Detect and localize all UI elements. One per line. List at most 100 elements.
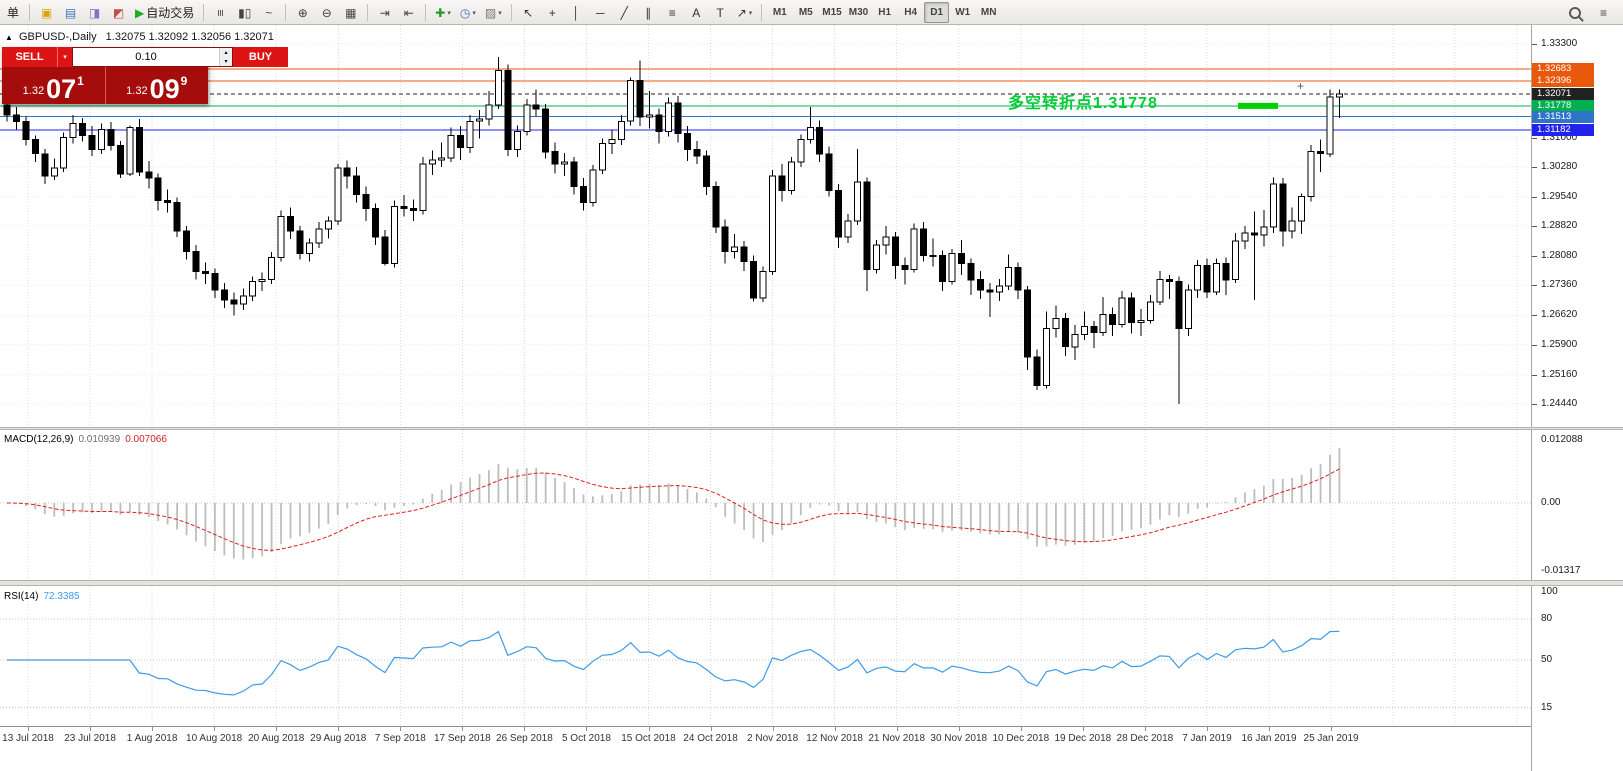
price-tick-label: 1.28080 bbox=[1532, 250, 1623, 262]
pivot-annotation-text[interactable]: 多空转折点1.31778 bbox=[1008, 95, 1158, 112]
channel-icon: ∥ bbox=[645, 5, 652, 20]
market-watch-button[interactable]: ◩ bbox=[107, 2, 130, 23]
fibonacci-icon: ≡ bbox=[668, 5, 676, 20]
new-chart-icon: ▤ bbox=[64, 5, 77, 20]
cursor-button[interactable]: ↖ bbox=[517, 2, 540, 23]
sell-button[interactable]: SELL bbox=[2, 47, 57, 67]
profiles-button[interactable]: ◨ bbox=[83, 2, 106, 23]
timeframe-mn-button[interactable]: MN bbox=[976, 2, 1001, 23]
volume-spinner: ▴ ▾ bbox=[219, 48, 232, 66]
line-chart-button[interactable]: ~ bbox=[257, 2, 280, 23]
candle-body bbox=[79, 122, 87, 137]
main-chart-surface[interactable] bbox=[0, 25, 1531, 427]
volume-decrease-button[interactable]: ▾ bbox=[220, 57, 232, 66]
time-scale[interactable]: 13 Jul 2018 23 Jul 2018 1 Aug 2018 10 Aug 2… bbox=[0, 726, 1531, 753]
auto-scroll-button[interactable]: ⇥ bbox=[373, 2, 396, 23]
label-button[interactable]: T bbox=[709, 2, 732, 23]
crosshair-button[interactable]: + bbox=[541, 2, 564, 23]
candle-body bbox=[778, 175, 786, 191]
fibonacci-button[interactable]: ≡ bbox=[661, 2, 684, 23]
macd-scale-label: -0.01317 bbox=[1541, 565, 1581, 576]
orders-menu-label: 单 bbox=[7, 6, 20, 20]
autotrading-button[interactable]: ▶ 自动交易 bbox=[131, 2, 198, 23]
candle-body bbox=[88, 135, 96, 151]
sell-price-display[interactable]: 1.32 07 1 bbox=[2, 67, 105, 104]
timeframe-d1-button[interactable]: D1 bbox=[924, 2, 950, 23]
horizontal-line-button[interactable]: ─ bbox=[589, 2, 612, 23]
macd-main-value: 0.010939 bbox=[78, 434, 121, 445]
volume-increase-button[interactable]: ▴ bbox=[220, 48, 232, 57]
candle-body bbox=[1298, 195, 1306, 222]
crosshair-marker: + bbox=[1297, 79, 1305, 93]
candle-body bbox=[740, 246, 748, 262]
candle-body bbox=[485, 104, 493, 120]
candle-body bbox=[1194, 265, 1202, 291]
chart-shift-button[interactable]: ⇤ bbox=[397, 2, 420, 23]
candle-body bbox=[173, 202, 181, 232]
candle-body bbox=[1024, 289, 1032, 358]
time-tick bbox=[524, 727, 526, 731]
candle-body bbox=[957, 252, 965, 265]
toolbar-separator bbox=[761, 4, 763, 21]
channel-button[interactable]: ∥ bbox=[637, 2, 660, 23]
candle-body bbox=[768, 175, 776, 273]
timeframe-h1-button[interactable]: H1 bbox=[872, 2, 897, 23]
bar-chart-button[interactable]: ≡ bbox=[209, 2, 232, 23]
timeframe-h4-button[interactable]: H4 bbox=[898, 2, 923, 23]
time-tick bbox=[214, 727, 216, 731]
tile-windows-button[interactable]: ▦ bbox=[339, 2, 362, 23]
macd-signal-value: 0.007066 bbox=[125, 434, 167, 445]
time-tick bbox=[648, 727, 650, 731]
candle-body bbox=[1156, 279, 1164, 303]
buy-price-display[interactable]: 1.32 09 9 bbox=[104, 67, 209, 104]
search-icon bbox=[1568, 6, 1581, 19]
vertical-line-button[interactable]: │ bbox=[565, 2, 588, 23]
time-tick-label: 12 Nov 2018 bbox=[806, 733, 863, 744]
toolbar-left-group: 单 ▣ ▤ ◨ ◩ ▶ 自动交易 ≡ ▮▯ ~ ⊕ ⊖ ▦ ⇥ ⇤ ✚ ▾ ◷ ▾ ▨ ▾ ↖ + │ ─ ╱ ∥ ≡ A T ↗ ▾ M1 M5… bbox=[2, 0, 1001, 25]
candle-body bbox=[891, 236, 899, 267]
macd-panel-surface[interactable] bbox=[0, 430, 1531, 580]
panel-separator-1[interactable] bbox=[0, 427, 1623, 430]
candle-body bbox=[523, 104, 531, 132]
timeframe-m15-button[interactable]: M15 bbox=[819, 2, 844, 23]
time-tick-label: 23 Jul 2018 bbox=[64, 733, 116, 744]
chart-area: ▲ GBPUSD-,Daily 1.32075 1.32092 1.32056 … bbox=[0, 25, 1531, 771]
price-scale[interactable]: 1.33300 1.31000 1.30280 1.29540 1.28820 1.280… bbox=[1531, 25, 1623, 771]
timeframe-m1-button[interactable]: M1 bbox=[767, 2, 792, 23]
candle-body bbox=[1090, 325, 1098, 333]
rsi-line bbox=[7, 630, 1340, 696]
candle-body bbox=[12, 114, 20, 122]
timeframe-m5-button[interactable]: M5 bbox=[793, 2, 818, 23]
candle-body bbox=[220, 289, 228, 301]
panel-separator-2[interactable] bbox=[0, 580, 1623, 586]
candle-body bbox=[570, 161, 578, 187]
price-level-badge: 1.32071 bbox=[1532, 88, 1594, 100]
new-chart-button[interactable]: ▤ bbox=[59, 2, 82, 23]
new-order-button[interactable]: ▣ bbox=[35, 2, 58, 23]
arrows-button[interactable]: ↗ ▾ bbox=[733, 2, 757, 23]
indicators-button[interactable]: ✚ ▾ bbox=[431, 2, 455, 23]
time-tick-label: 7 Sep 2018 bbox=[374, 733, 426, 744]
trendline-icon: ╱ bbox=[620, 5, 628, 20]
search-button[interactable] bbox=[1563, 2, 1586, 23]
trendline-button[interactable]: ╱ bbox=[613, 2, 636, 23]
templates-button[interactable]: ▨ ▾ bbox=[481, 2, 506, 23]
trade-panel-controls: SELL ▾ ▴ ▾ BUY bbox=[2, 47, 288, 67]
toolbars-menu-button[interactable]: ≡ bbox=[1592, 2, 1615, 23]
zoom-in-button[interactable]: ⊕ bbox=[291, 2, 314, 23]
zoom-out-button[interactable]: ⊖ bbox=[315, 2, 338, 23]
candle-body bbox=[201, 271, 209, 275]
buy-button[interactable]: BUY bbox=[233, 47, 288, 67]
candle-body bbox=[627, 80, 635, 122]
candle-body bbox=[825, 153, 833, 191]
timeframe-w1-button[interactable]: W1 bbox=[950, 2, 975, 23]
candle-body bbox=[362, 193, 370, 210]
timeframe-m30-button[interactable]: M30 bbox=[846, 2, 871, 23]
rsi-panel-surface[interactable] bbox=[0, 586, 1531, 726]
candlestick-chart-button[interactable]: ▮▯ bbox=[233, 2, 256, 23]
volume-input[interactable] bbox=[73, 48, 219, 66]
volume-dropdown-button[interactable]: ▾ bbox=[57, 47, 72, 67]
text-button[interactable]: A bbox=[685, 2, 708, 23]
periods-button[interactable]: ◷ ▾ bbox=[456, 2, 480, 23]
